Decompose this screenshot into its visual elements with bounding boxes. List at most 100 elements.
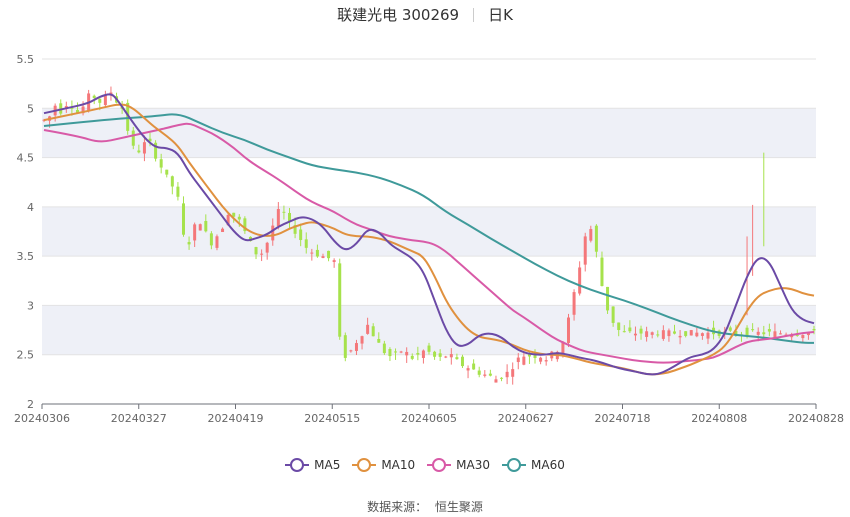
candle-body [154,142,158,159]
candle-body [366,324,370,334]
candle-body [204,221,208,232]
candle-body [70,107,74,109]
circle-icon [285,458,310,472]
candle-body [700,333,704,336]
candle-body [734,330,738,335]
candle-body [505,371,509,378]
candle-body [75,109,79,113]
x-tick-label: 20240718 [595,412,651,425]
stock-title: 联建光电 300269 [337,6,460,24]
candle-body [628,327,632,332]
candle-body [288,212,292,222]
candle-body [427,345,431,352]
candle-body [589,229,593,241]
candle-body [667,330,671,337]
candle-body [148,138,152,142]
candle-body [81,106,85,114]
y-tick-label: 3 [27,299,34,312]
candle-body [460,356,464,367]
ma5-line [43,93,815,376]
y-tick-label: 4.5 [17,152,35,165]
candle-body [282,211,286,213]
candle-body [494,379,498,383]
x-tick-label: 20240605 [401,412,457,425]
candle-body [561,341,565,355]
candle-body [126,102,130,131]
circle-icon [352,458,377,472]
candle-body [299,229,303,241]
candle-body [137,150,141,153]
candle-body [271,225,275,241]
candle-body [678,335,682,338]
candle-body [566,317,570,343]
legend-item-ma5[interactable]: MA5 [285,458,340,472]
candle-body [198,224,202,231]
candle-body [338,263,342,337]
ma30-line [43,122,815,364]
candle-body [801,335,805,339]
legend-item-ma10[interactable]: MA10 [352,458,415,472]
candle-body [539,357,543,362]
candle-body [433,351,437,357]
candle-body [656,334,660,336]
candle-body [388,349,392,357]
chart-title: 联建光电 300269 日K [0,4,850,28]
candle-body [578,267,582,294]
candle-body [181,203,185,235]
candle-body [745,327,749,336]
legend-label: MA30 [456,458,491,472]
candle-body [645,331,649,337]
candle-body [327,250,331,259]
candle-body [176,186,180,197]
candle-body [265,242,269,253]
legend-label: MA10 [381,458,416,472]
candle-body [706,332,710,339]
candle-body [438,353,442,357]
candle-body [410,355,414,359]
candle-body [773,331,777,339]
grid-band [42,206,816,257]
candle-body [790,334,794,338]
legend-item-ma60[interactable]: MA60 [502,458,565,472]
candle-body [142,142,146,154]
x-tick-label: 20240306 [14,412,70,425]
candle-body [812,329,816,331]
candle-body [583,236,587,265]
candle-body [349,350,353,352]
candle-body [756,331,760,335]
candle-body [516,357,520,363]
candle-body [332,260,336,263]
candle-body [751,329,755,331]
candle-body [650,332,654,335]
x-tick-label: 20240327 [111,412,167,425]
candle-body [382,343,386,354]
candle-body [221,228,225,233]
candle-body [394,351,398,353]
x-tick-label: 20240515 [304,412,360,425]
legend-label: MA60 [531,458,565,472]
candle-body [310,252,314,254]
candle-body [633,333,637,336]
circle-icon [427,458,452,472]
candle-body [695,332,699,337]
y-tick-label: 5.5 [17,53,35,66]
candle-body [209,233,213,246]
candle-body [533,354,537,359]
candle-body [92,95,96,99]
period-label: 日K [488,6,513,24]
candle-body [606,286,610,311]
source-name: 恒生聚源 [434,500,483,514]
candle-body [293,225,297,234]
y-tick-label: 2 [27,398,34,411]
legend-item-ma30[interactable]: MA30 [427,458,490,472]
candle-body [42,119,46,121]
candle-body [639,328,643,334]
candle-body [226,214,230,226]
candle-body [449,354,453,358]
candle-body [466,368,470,371]
candle-body [237,216,241,220]
candle-body [215,236,219,248]
candle-body [343,335,347,358]
candle-body [377,338,381,343]
